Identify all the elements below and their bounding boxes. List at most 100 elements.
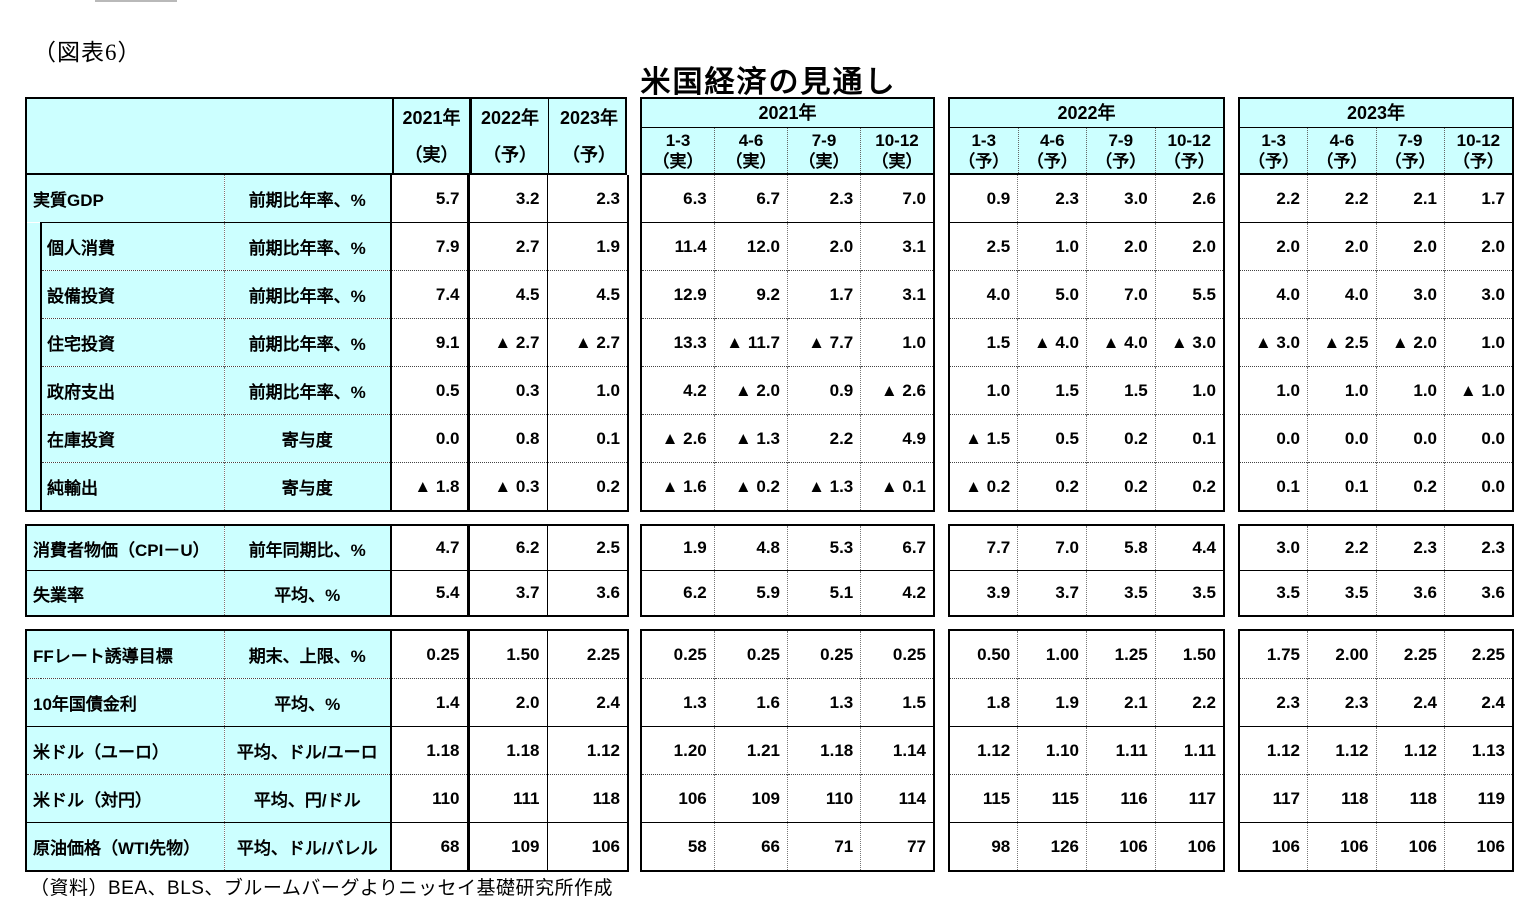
value-cell: 0.25 <box>641 630 715 679</box>
table-section: FFレート誘導目標 期末、上限、% 0.25 1.50 2.25 10年国債金利 平均、% 1… <box>25 629 629 872</box>
value-cell: 0.2 <box>546 462 628 511</box>
value-cell: 2.4 <box>1444 678 1513 727</box>
value-cell: 0.3 <box>466 366 547 415</box>
value-cell: 106 <box>1086 822 1156 871</box>
status-label: （実） <box>798 151 850 171</box>
table-row: 3.9 3.7 3.5 3.5 <box>949 570 1224 616</box>
column-header-quarter: 1-3 （予） <box>950 128 1018 173</box>
value-cell: 6.2 <box>466 525 547 571</box>
value-cell: 2.0 <box>466 678 547 727</box>
value-cell: ▲ 1.8 <box>391 462 468 511</box>
table-row: ▲ 1.6 ▲ 0.2 ▲ 1.3 ▲ 0.1 <box>641 462 934 511</box>
status-label: （予） <box>1452 151 1504 171</box>
table-section: 1.9 4.8 5.3 6.7 6.2 5.9 5.1 4.2 <box>640 524 935 617</box>
value-cell: 2.25 <box>1375 630 1445 679</box>
column-header-quarter: 7-9 （実） <box>787 128 860 173</box>
value-cell: 0.2 <box>1017 462 1087 511</box>
table-row: FFレート誘導目標 期末、上限、% 0.25 1.50 2.25 <box>26 630 628 679</box>
value-cell: 7.0 <box>860 175 934 223</box>
value-cell: 7.0 <box>1017 525 1087 571</box>
value-cell: 118 <box>1307 774 1376 823</box>
row-label: 在庫投資 <box>41 414 224 463</box>
value-cell: ▲ 2.5 <box>1307 318 1376 367</box>
value-cell: 3.5 <box>1154 570 1224 616</box>
value-cell: 1.50 <box>466 630 547 679</box>
row-label: 政府支出 <box>41 366 224 415</box>
value-cell: 5.7 <box>391 175 468 223</box>
table-row: 1.0 1.0 1.0 ▲ 1.0 <box>1239 366 1513 415</box>
status-label: （実） <box>725 151 777 171</box>
value-cell: 1.18 <box>466 726 547 775</box>
value-cell: ▲ 2.0 <box>713 366 788 415</box>
value-cell: 0.25 <box>391 630 468 679</box>
value-cell: 3.1 <box>860 222 934 271</box>
row-unit: 前期比年率、% <box>223 222 392 271</box>
value-cell: 5.1 <box>786 570 861 616</box>
value-cell: 9.2 <box>713 270 788 319</box>
row-label: 実質GDP <box>26 175 224 223</box>
value-cell: 2.0 <box>1154 222 1224 271</box>
value-cell: ▲ 0.3 <box>466 462 547 511</box>
table-row: 4.0 5.0 7.0 5.5 <box>949 270 1224 319</box>
value-cell: ▲ 2.6 <box>860 366 934 415</box>
quarter-label: 7-9 <box>1397 130 1423 150</box>
table-row: 1.20 1.21 1.18 1.14 <box>641 726 934 775</box>
value-cell: 12.9 <box>641 270 715 319</box>
forecast-table: 2021年 （実） 2022年 （予） 2023年 （予） 実質GDP 前期比年率、% 5.7 3… <box>25 97 1514 872</box>
value-cell: 4.7 <box>391 525 468 571</box>
table-row: 失業率 平均、% 5.4 3.7 3.6 <box>26 570 628 616</box>
row-unit: 前期比年率、% <box>223 175 392 223</box>
value-cell: 3.7 <box>1017 570 1087 616</box>
value-cell: 3.5 <box>1239 570 1308 616</box>
value-cell: 110 <box>391 774 468 823</box>
table-row: 0.50 1.00 1.25 1.50 <box>949 630 1224 679</box>
row-label: 米ドル（ユーロ） <box>26 726 224 775</box>
column-header-quarter: 1-3 （予） <box>1240 128 1307 173</box>
table-row: 米ドル（ユーロ） 平均、ドル/ユーロ 1.18 1.18 1.12 <box>26 726 628 775</box>
table-row: 1.5 ▲ 4.0 ▲ 4.0 ▲ 3.0 <box>949 318 1224 367</box>
value-cell: 2.5 <box>546 525 628 571</box>
value-cell: 5.5 <box>1154 270 1224 319</box>
table-row: 消費者物価（CPI－U） 前年同期比、% 4.7 6.2 2.5 <box>26 525 628 571</box>
table-row: 10年国債金利 平均、% 1.4 2.0 2.4 <box>26 678 628 727</box>
value-cell: 0.0 <box>391 414 468 463</box>
value-cell: ▲ 1.3 <box>713 414 788 463</box>
value-cell: 2.5 <box>949 222 1018 271</box>
header-stub <box>27 99 392 173</box>
section-gap <box>948 512 1225 524</box>
table-section: 6.3 6.7 2.3 7.0 11.4 12.0 2.0 3.1 12.9 9.2 1.7 3.1 1… <box>640 175 935 512</box>
value-cell: 2.3 <box>1307 678 1376 727</box>
table-section: 3.0 2.2 2.3 2.3 3.5 3.5 3.6 3.6 <box>1238 524 1514 617</box>
table-row: 6.2 5.9 5.1 4.2 <box>641 570 934 616</box>
value-cell: 1.20 <box>641 726 715 775</box>
row-unit: 平均、% <box>223 570 392 616</box>
table-row: ▲ 1.5 0.5 0.2 0.1 <box>949 414 1224 463</box>
value-cell: 0.1 <box>1307 462 1376 511</box>
value-cell: ▲ 1.3 <box>786 462 861 511</box>
value-cell: 2.2 <box>786 414 861 463</box>
value-cell: 2.3 <box>786 175 861 223</box>
value-cell: 0.2 <box>1375 462 1445 511</box>
table-row: 政府支出 前期比年率、% 0.5 0.3 1.0 <box>26 366 628 415</box>
table-row: 1.75 2.00 2.25 2.25 <box>1239 630 1513 679</box>
table-row: 117 118 118 119 <box>1239 774 1513 823</box>
value-cell: 1.25 <box>1086 630 1156 679</box>
value-cell: 1.8 <box>949 678 1018 727</box>
section-gap <box>948 617 1225 629</box>
row-unit: 前期比年率、% <box>223 318 392 367</box>
value-cell: 118 <box>1375 774 1445 823</box>
value-cell: 2.3 <box>546 175 628 223</box>
year-label: 2021年 <box>402 108 461 128</box>
column-header-quarter: 1-3 （実） <box>642 128 714 173</box>
column-header-year: 2022年 （予） <box>469 99 548 173</box>
value-cell: 0.1 <box>1154 414 1224 463</box>
quarter-header-row: 1-3 （予） 4-6 （予） 7-9 （予） 10-12 （予） <box>950 128 1223 173</box>
value-cell: 98 <box>949 822 1018 871</box>
value-cell: 2.0 <box>1375 222 1445 271</box>
value-cell: 1.5 <box>949 318 1018 367</box>
value-cell: 1.5 <box>1017 366 1087 415</box>
value-cell: 0.9 <box>786 366 861 415</box>
value-cell: 1.14 <box>860 726 934 775</box>
value-cell: 115 <box>949 774 1018 823</box>
row-unit: 平均、ドル/バレル <box>223 822 392 871</box>
